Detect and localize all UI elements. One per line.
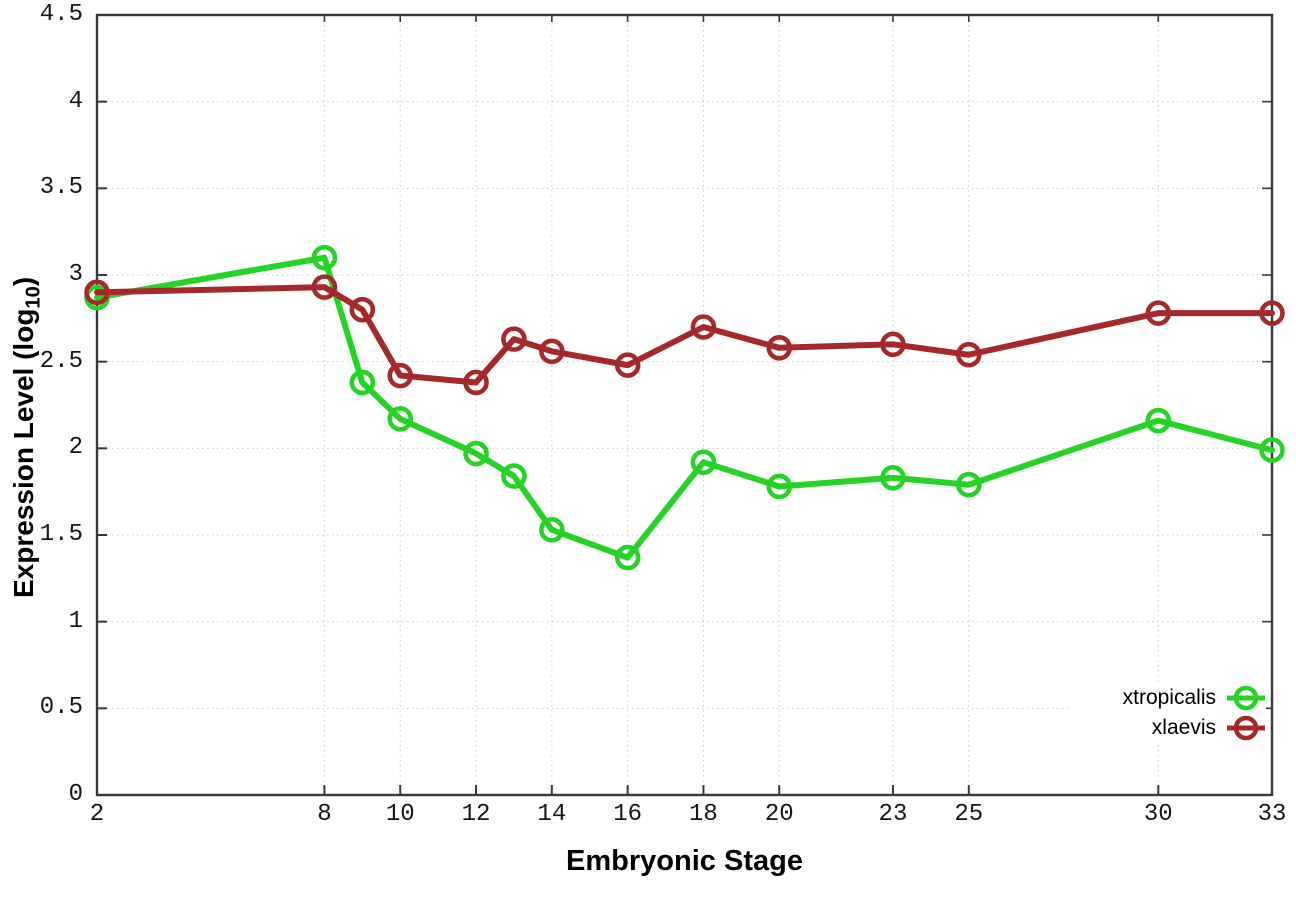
xtropicalis-point <box>539 516 565 543</box>
legend: xtropicalis xlaevis <box>1072 683 1266 743</box>
xlaevis-point <box>84 279 110 306</box>
y-tick-label: 0.5 <box>39 694 83 722</box>
x-tick-label: 14 <box>537 801 567 828</box>
legend-item-xtropicalis: xtropicalis <box>1123 683 1266 713</box>
xlaevis-point <box>311 274 338 300</box>
xtropicalis-point <box>387 406 414 432</box>
x-tick-label: 2 <box>89 801 105 828</box>
x-tick-label: 18 <box>689 801 718 828</box>
xtropicalis-point <box>614 544 641 571</box>
xlaevis-line <box>94 284 1275 386</box>
xtropicalis-line <box>94 254 1275 561</box>
xtropicalis-point <box>463 440 489 467</box>
xlaevis-point <box>690 314 717 340</box>
x-tick-label: 25 <box>954 801 984 828</box>
xlaevis-point <box>1145 300 1172 326</box>
xlaevis-point <box>501 326 527 352</box>
y-tick-label: 3.5 <box>39 174 83 202</box>
y-tick-label: 2.5 <box>39 347 83 375</box>
plot-border <box>95 13 1274 797</box>
y-axis-title-subscript: 10 <box>22 286 45 309</box>
legend-label-xtropicalis: xtropicalis <box>1122 686 1216 709</box>
xtropicalis-point <box>1145 407 1172 434</box>
xlaevis-point <box>880 331 906 358</box>
y-tick-label: 3 <box>68 261 83 288</box>
y-tick-label: 2 <box>68 434 83 462</box>
x-tick-label: 23 <box>878 801 908 828</box>
xtropicalis-point <box>311 244 338 271</box>
x-tick-label: 16 <box>613 801 643 828</box>
y-tick-label: 1.5 <box>39 521 83 548</box>
xlaevis-point <box>766 334 793 361</box>
xtropicalis-point <box>880 464 906 491</box>
y-tick-label: 1 <box>68 607 83 635</box>
y-tick-label: 4 <box>68 87 83 115</box>
y-tick-label: 4.5 <box>39 1 83 28</box>
xlaevis-line-marker-icon <box>1227 715 1265 741</box>
xlaevis-point <box>463 369 489 396</box>
y-axis-title-text: Expression Level (log <box>8 308 39 598</box>
xtropicalis-point <box>1259 437 1285 463</box>
xlaevis-point <box>614 352 641 378</box>
x-tick-label: 12 <box>461 801 491 828</box>
legend-item-xlaevis: xlaevis <box>1152 713 1266 743</box>
xtropicalis-point <box>501 463 527 489</box>
xtropicalis-point <box>690 449 717 476</box>
xlaevis-point <box>955 341 982 368</box>
xlaevis-point <box>539 338 565 365</box>
xlaevis-point <box>1259 300 1285 326</box>
x-tick-label: 8 <box>317 801 332 828</box>
xtropicalis-point <box>349 369 376 396</box>
xtropicalis-line-marker-icon <box>1227 685 1265 711</box>
xlaevis-point <box>387 362 414 389</box>
y-axis-title-suffix: ) <box>8 276 39 287</box>
x-tick-label: 33 <box>1257 801 1287 828</box>
y-tick-label: 0 <box>68 781 83 808</box>
xtropicalis-point <box>766 473 793 500</box>
legend-label-xlaevis: xlaevis <box>1151 716 1216 739</box>
xtropicalis-point <box>955 471 982 498</box>
x-axis-title: Embryonic Stage <box>566 845 803 877</box>
y-axis-title: Expression Level (log10) <box>8 277 46 598</box>
xlaevis-point <box>349 296 376 323</box>
x-tick-label: 30 <box>1143 801 1173 828</box>
x-tick-label: 20 <box>764 801 794 828</box>
x-tick-label: 10 <box>385 801 415 828</box>
